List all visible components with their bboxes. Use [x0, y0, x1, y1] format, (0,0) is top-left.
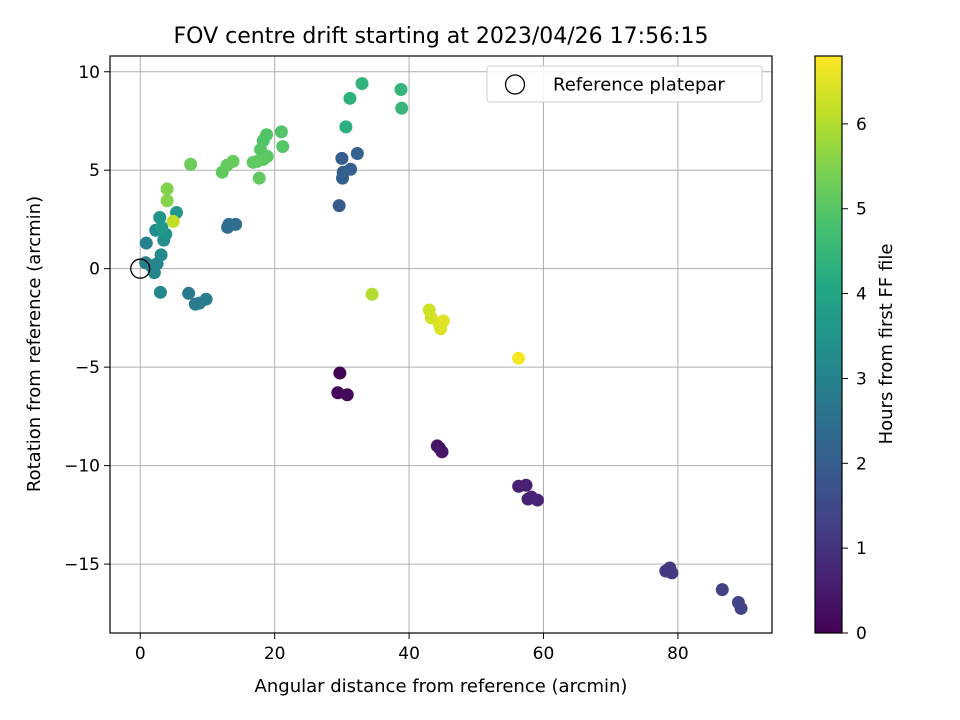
- data-point: [160, 182, 174, 196]
- data-points: [130, 77, 748, 615]
- y-tick-label: 0: [89, 260, 100, 280]
- plot-frame: [109, 55, 773, 634]
- data-point: [199, 292, 213, 306]
- data-point: [355, 77, 369, 91]
- data-point: [395, 101, 409, 115]
- y-tick-label: −10: [64, 457, 100, 477]
- colorbar-frame: [814, 55, 843, 634]
- x-tick-label: 0: [135, 644, 146, 664]
- y-tick-label: −15: [64, 555, 100, 575]
- data-point: [256, 152, 270, 166]
- data-point: [436, 314, 450, 328]
- legend-marker-reference: [504, 74, 526, 95]
- data-point: [252, 171, 266, 185]
- data-point: [394, 82, 408, 96]
- y-tick-label: −5: [75, 358, 100, 378]
- data-point: [154, 248, 168, 262]
- reference-platepar-marker: [130, 258, 151, 279]
- colorbar-tick-label: 4: [856, 285, 867, 305]
- x-tick-label: 60: [533, 644, 555, 664]
- data-point: [246, 155, 260, 169]
- data-point: [332, 199, 346, 213]
- data-point: [343, 91, 357, 105]
- data-point: [435, 445, 449, 459]
- y-tick-label: 10: [78, 63, 100, 83]
- chart-title: FOV centre drift starting at 2023/04/26 …: [174, 24, 709, 49]
- x-tick-label: 80: [667, 644, 689, 664]
- data-point: [274, 125, 288, 139]
- data-point: [519, 478, 533, 492]
- data-point: [155, 220, 169, 234]
- colorbar: 0 1 2 3 4 5 6 Hours from first FF file: [814, 55, 897, 644]
- colorbar-tick-label: 2: [856, 454, 867, 474]
- data-point: [153, 210, 167, 224]
- data-point: [139, 236, 153, 250]
- data-point: [734, 601, 748, 615]
- y-tick-label: 5: [89, 161, 100, 181]
- data-point: [512, 351, 526, 365]
- data-point: [333, 366, 347, 380]
- data-point: [260, 128, 274, 142]
- x-tick-label: 40: [398, 644, 420, 664]
- colorbar-ticks: 0 1 2 3 4 5 6: [842, 115, 867, 644]
- data-point: [153, 285, 167, 299]
- colorbar-label: Hours from first FF file: [876, 244, 897, 445]
- data-point: [530, 493, 544, 507]
- data-point: [166, 214, 180, 228]
- y-axis-ticks: −15 −10 −5 0 5 10: [64, 63, 110, 575]
- x-tick-label: 20: [264, 644, 286, 664]
- data-point: [182, 286, 196, 300]
- data-point: [715, 583, 729, 597]
- data-point: [160, 194, 174, 208]
- colorbar-tick-label: 3: [856, 369, 867, 389]
- grid: [110, 56, 772, 633]
- colorbar-gradient: [815, 56, 842, 633]
- colorbar-tick-label: 6: [856, 115, 867, 135]
- data-point: [335, 151, 349, 165]
- x-axis-ticks: 0 20 40 60 80: [135, 633, 689, 664]
- data-point: [340, 388, 354, 402]
- legend-label-reference: Reference platepar: [553, 75, 725, 96]
- legend: Reference platepar: [486, 65, 763, 103]
- data-point: [665, 566, 679, 580]
- data-point: [184, 157, 198, 171]
- data-point: [344, 162, 358, 176]
- data-point: [365, 287, 379, 301]
- data-point: [339, 120, 353, 134]
- data-point: [226, 154, 240, 168]
- colorbar-tick-label: 0: [856, 624, 867, 644]
- data-point: [350, 146, 364, 160]
- x-axis-label: Angular distance from reference (arcmin): [255, 676, 628, 697]
- data-point: [229, 217, 243, 231]
- data-point: [276, 140, 290, 154]
- colorbar-tick-label: 5: [856, 200, 867, 220]
- y-axis-label: Rotation from reference (arcmin): [24, 196, 45, 492]
- colorbar-tick-label: 1: [856, 539, 867, 559]
- legend-box: [486, 65, 763, 103]
